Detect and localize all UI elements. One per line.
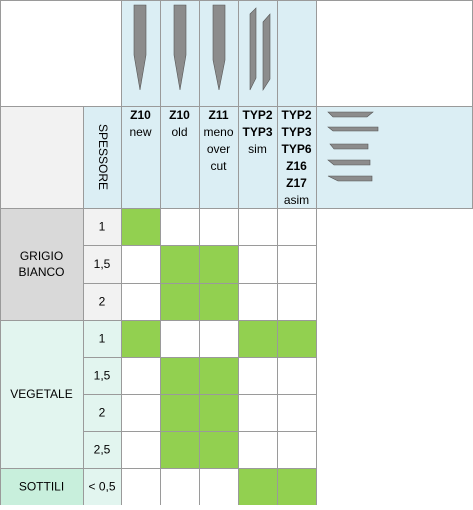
fit-cell — [238, 357, 278, 395]
fit-cell — [199, 431, 239, 469]
blade-name: TYP2 — [242, 108, 272, 122]
fit-cell — [121, 320, 161, 358]
thickness: 2,5 — [94, 443, 111, 457]
fit-cell — [160, 245, 200, 284]
blade-side-5 — [327, 175, 373, 182]
fit-cell — [277, 357, 317, 395]
fit-cell — [199, 468, 239, 506]
blade-name: TYP6 — [281, 142, 311, 156]
thickness-cell — [83, 320, 122, 358]
thickness: 1,5 — [94, 257, 111, 271]
blade-name: over — [207, 142, 230, 156]
empty-corner — [0, 0, 122, 107]
fit-cell — [238, 245, 278, 284]
group-cell — [0, 468, 84, 506]
fit-cell — [160, 208, 200, 246]
fit-cell — [238, 431, 278, 469]
group-label: VEGETALE — [10, 387, 72, 401]
blade-name: TYP2 — [281, 108, 311, 122]
blade-images — [133, 4, 379, 182]
thickness: 1,5 — [94, 369, 111, 383]
blade-header-cell — [316, 106, 473, 209]
blade-image-cell — [277, 0, 317, 107]
group-label: BIANCO — [18, 265, 64, 279]
fit-cell — [238, 468, 278, 506]
fit-cell — [160, 283, 200, 321]
fit-cell — [277, 468, 317, 506]
fit-cell — [160, 320, 200, 358]
fit-cell — [199, 357, 239, 395]
blade-typ-sim — [249, 7, 257, 91]
group-label: SOTTILI — [19, 480, 64, 494]
blade-name: Z11 — [208, 108, 228, 122]
fit-cell — [277, 431, 317, 469]
fit-cell — [121, 208, 161, 246]
group-cell — [0, 320, 84, 469]
fit-cell — [277, 320, 317, 358]
group-cell — [0, 208, 84, 321]
blade-name: Z16 — [286, 159, 307, 173]
blade-z11 — [212, 4, 226, 91]
blade-typ-sim-2 — [262, 13, 271, 92]
thickness-label: SPESSORE — [96, 124, 110, 190]
blade-name: old — [171, 125, 187, 139]
thickness: < 0,5 — [88, 480, 115, 494]
blade-name: Z10 — [130, 108, 151, 122]
fit-cell — [238, 208, 278, 246]
fit-cell — [277, 208, 317, 246]
blade-name: Z10 — [169, 108, 190, 122]
blade-name: meno — [203, 125, 233, 139]
fit-cell — [160, 431, 200, 469]
fit-cell — [160, 394, 200, 432]
blade-name: Z17 — [286, 176, 307, 190]
fit-cell — [238, 283, 278, 321]
fit-cell — [121, 394, 161, 432]
thickness: 2 — [99, 295, 106, 309]
thickness-cell — [83, 468, 122, 506]
fit-cell — [199, 208, 239, 246]
blade-header-cell — [160, 106, 200, 209]
fit-cell — [121, 468, 161, 506]
fit-cell — [199, 283, 239, 321]
blade-name: asim — [284, 193, 309, 207]
thickness-cell — [83, 208, 122, 246]
blade-z10-new — [133, 4, 147, 91]
blade-side-4 — [327, 159, 371, 166]
blade-name: new — [129, 125, 151, 139]
fit-cell — [121, 245, 161, 284]
thickness: 1 — [99, 220, 106, 234]
fit-cell — [238, 320, 278, 358]
fit-cell — [277, 283, 317, 321]
blade-header-cell — [238, 106, 278, 209]
blade-name: TYP3 — [242, 125, 272, 139]
blade-name: sim — [248, 142, 267, 156]
thickness: 1 — [99, 332, 106, 346]
blade-name: cut — [210, 159, 227, 173]
fit-cell — [199, 320, 239, 358]
fit-cell — [277, 394, 317, 432]
blade-side-1 — [327, 111, 374, 118]
fit-cell — [121, 431, 161, 469]
blade-image-cell — [238, 0, 278, 107]
blade-z10-old — [173, 4, 187, 91]
fit-cell — [160, 357, 200, 395]
blade-side-3 — [329, 143, 369, 150]
header-cell — [0, 106, 84, 209]
fit-cell — [160, 468, 200, 506]
fit-cell — [121, 283, 161, 321]
blade-name: TYP3 — [281, 125, 311, 139]
fit-cell — [238, 394, 278, 432]
fit-cell — [199, 394, 239, 432]
fit-cell — [277, 245, 317, 284]
thickness-cell — [83, 283, 122, 321]
blade-side-2 — [327, 126, 379, 132]
fit-cell — [121, 357, 161, 395]
blade-image-cell — [316, 0, 473, 107]
group-label: GRIGIO — [20, 249, 63, 263]
thickness: 2 — [99, 406, 106, 420]
fit-cell — [199, 245, 239, 284]
